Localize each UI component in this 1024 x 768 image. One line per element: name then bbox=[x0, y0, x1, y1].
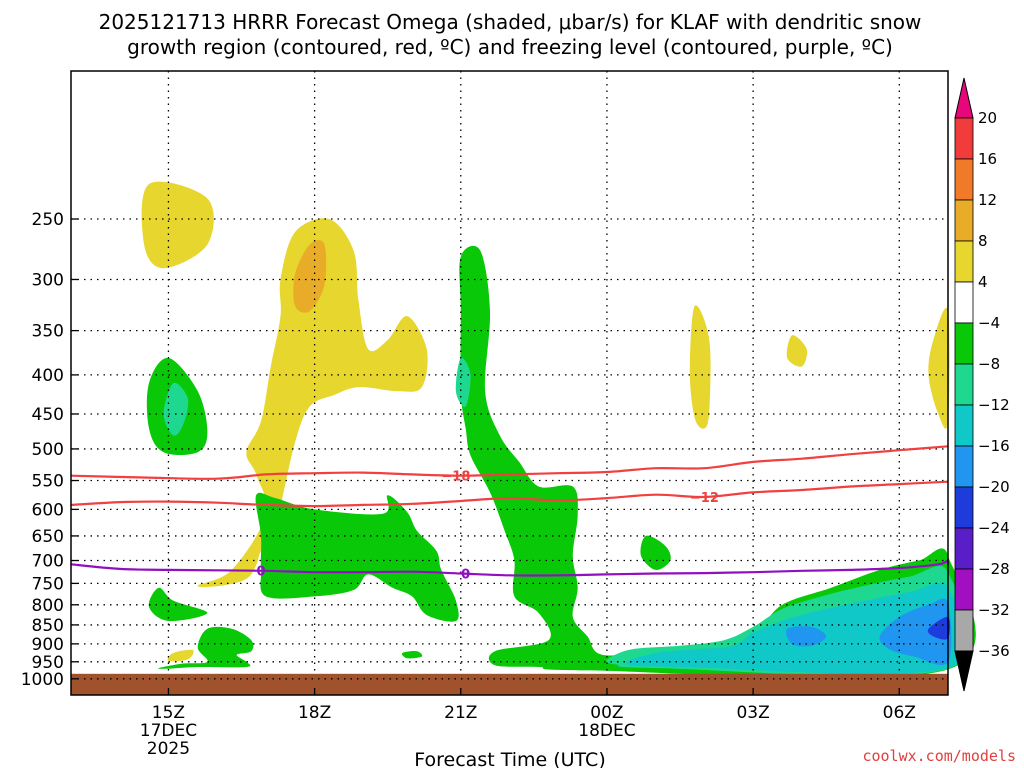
y-tick-label-550: 550 bbox=[32, 472, 64, 492]
omega-region-4 bbox=[689, 305, 711, 429]
omega-shading bbox=[141, 181, 976, 679]
contour-label-0-1: 0 bbox=[461, 568, 470, 583]
colorbar-segment-9 bbox=[954, 486, 974, 529]
y-tick-label-850: 850 bbox=[32, 616, 64, 636]
colorbar-label-4: 4 bbox=[978, 273, 988, 291]
colorbar-label-13: −36 bbox=[978, 642, 1010, 660]
y-tick-label-1000: 1000 bbox=[21, 670, 64, 690]
colorbar-segment-4 bbox=[954, 281, 974, 324]
colorbar-segment-11 bbox=[954, 568, 974, 611]
temperature-contours: −18 −12 0 0 bbox=[70, 445, 949, 583]
y-tick-label-950: 950 bbox=[32, 653, 64, 673]
colorbar-label-11: −28 bbox=[978, 560, 1010, 578]
contour-label--12-0: −12 bbox=[690, 491, 719, 506]
colorbar-label-0: 20 bbox=[978, 109, 997, 127]
omega-region-20 bbox=[401, 651, 423, 659]
contour-line-0 bbox=[70, 559, 949, 577]
x-tick-label-03Z: 03Z bbox=[736, 703, 769, 723]
plot-area: −18 −12 0 0 bbox=[70, 70, 976, 696]
colorbar-segment-5 bbox=[954, 322, 974, 365]
colorbar-label-5: −4 bbox=[978, 314, 1000, 332]
ground-layer bbox=[71, 673, 948, 695]
colorbar-label-6: −8 bbox=[978, 355, 1000, 373]
ground-fill bbox=[71, 673, 948, 695]
colorbar-segment-8 bbox=[954, 445, 974, 488]
y-axis: 2503003504004505005506006507007508008509… bbox=[21, 210, 78, 690]
omega-region-19 bbox=[158, 626, 254, 669]
colorbar-segment-0 bbox=[954, 117, 974, 160]
x-tick-label-15Z: 15Z bbox=[152, 703, 185, 723]
contour-line--18 bbox=[70, 445, 949, 480]
credit-text: coolwx.com/models bbox=[862, 747, 1016, 765]
omega-region-14 bbox=[879, 598, 952, 666]
omega-region-17 bbox=[255, 492, 459, 622]
y-tick-label-350: 350 bbox=[32, 322, 64, 342]
omega-region-10 bbox=[455, 357, 471, 407]
omega-region-5 bbox=[786, 335, 808, 367]
plot-frame bbox=[70, 70, 949, 696]
colorbar-segment-12 bbox=[954, 609, 974, 652]
colorbar-label-3: 8 bbox=[978, 232, 988, 250]
omega-region-2 bbox=[293, 240, 327, 313]
omega-region-18 bbox=[148, 587, 208, 622]
x-tick-label-18Z: 18Z bbox=[298, 703, 331, 723]
y-tick-label-700: 700 bbox=[32, 552, 64, 572]
x-tick-label-06Z: 06Z bbox=[883, 703, 916, 723]
colorbar-segment-1 bbox=[954, 158, 974, 201]
omega-region-13 bbox=[786, 626, 827, 647]
colorbar-label-7: −12 bbox=[978, 396, 1010, 414]
chart-title-line1: 2025121713 HRRR Forecast Omega (shaded, … bbox=[99, 10, 922, 34]
colorbar-segment-6 bbox=[954, 363, 974, 406]
omega-region-0 bbox=[141, 181, 214, 269]
omega-region-6 bbox=[928, 307, 950, 429]
y-tick-label-650: 650 bbox=[32, 527, 64, 547]
chart-title-line2: growth region (contoured, red, ºC) and f… bbox=[127, 35, 893, 59]
x-tick-label-00Z: 00Z bbox=[590, 703, 623, 723]
colorbar-segment-3 bbox=[954, 240, 974, 283]
y-tick-label-300: 300 bbox=[32, 270, 64, 290]
x-tick-label-2025: 2025 bbox=[147, 739, 190, 759]
dotted-grid bbox=[71, 71, 948, 680]
y-tick-label-500: 500 bbox=[32, 440, 64, 460]
y-tick-label-800: 800 bbox=[32, 596, 64, 616]
colorbar-segment-10 bbox=[954, 527, 974, 570]
colorbar-bottom-arrow bbox=[954, 650, 974, 692]
colorbar-label-8: −16 bbox=[978, 437, 1010, 455]
colorbar-label-12: −32 bbox=[978, 601, 1010, 619]
colorbar-segment-2 bbox=[954, 199, 974, 242]
y-tick-label-250: 250 bbox=[32, 210, 64, 230]
colorbar-top-arrow bbox=[954, 77, 974, 119]
contour-label-0-0: 0 bbox=[256, 565, 265, 580]
omega-region-16 bbox=[640, 535, 671, 570]
omega-region-8 bbox=[163, 382, 189, 436]
omega-region-15 bbox=[927, 616, 951, 640]
x-tick-label-21Z: 21Z bbox=[444, 703, 477, 723]
colorbar-label-9: −20 bbox=[978, 478, 1010, 496]
colorbar-label-10: −24 bbox=[978, 519, 1010, 537]
colorbar-label-1: 16 bbox=[978, 150, 997, 168]
x-tick-label-18DEC: 18DEC bbox=[578, 721, 635, 741]
y-tick-label-400: 400 bbox=[32, 366, 64, 386]
y-tick-label-750: 750 bbox=[32, 574, 64, 594]
omega-region-1 bbox=[197, 218, 428, 588]
colorbar: 20 16 12 8 4 −4 −8 −12 −16 −20 −24 −28 −32 −36 bbox=[954, 77, 1010, 692]
contour-label--18-0: −18 bbox=[441, 470, 470, 485]
y-tick-label-450: 450 bbox=[32, 405, 64, 425]
y-tick-label-900: 900 bbox=[32, 635, 64, 655]
omega-region-3 bbox=[167, 649, 194, 662]
colorbar-segment-7 bbox=[954, 404, 974, 447]
colorbar-label-2: 12 bbox=[978, 191, 997, 209]
x-tick-label-17DEC: 17DEC bbox=[140, 721, 197, 741]
y-tick-label-600: 600 bbox=[32, 500, 64, 520]
contour-line--12 bbox=[70, 480, 949, 508]
x-axis-label: Forecast Time (UTC) bbox=[414, 749, 605, 768]
